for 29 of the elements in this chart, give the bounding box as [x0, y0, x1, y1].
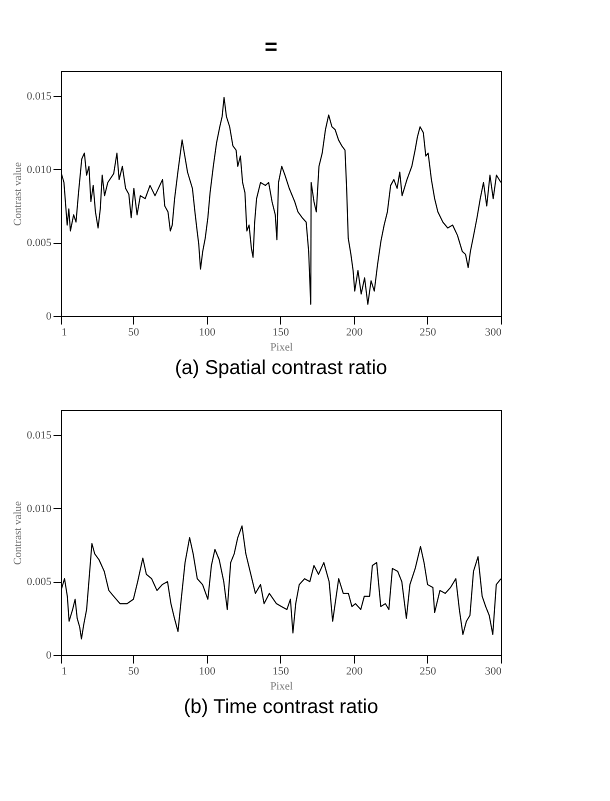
x-axis-title: Pixel	[270, 680, 293, 692]
y-tick-label: 0.010	[26, 502, 52, 515]
x-tick-label: 250	[420, 666, 437, 678]
x-tick-label: 250	[420, 326, 437, 338]
y-tick-label: 0.015	[26, 90, 52, 102]
text: (a) Spatial contrast ratio	[174, 357, 388, 379]
x-tick-label: 50	[128, 666, 140, 678]
x-tick-label: 50	[128, 326, 140, 338]
text: (b) Time contrast ratio	[184, 696, 378, 718]
y-tick-label: 0.010	[26, 164, 52, 176]
y-tick-label: 0	[46, 310, 52, 322]
y-tick-label: 0.005	[26, 237, 52, 250]
x-tick-label: 100	[198, 666, 216, 678]
y-axis-title: Contrast value	[12, 162, 24, 226]
x-axis-title: Pixel	[270, 342, 293, 354]
x-tick-label: 200	[346, 326, 364, 338]
x-tick-label: 300	[485, 666, 502, 678]
x-tick-label: 200	[346, 666, 364, 678]
y-tick-label: 0.015	[26, 429, 52, 442]
text: =	[264, 34, 278, 59]
x-tick-label: 1	[62, 326, 67, 338]
x-tick-label: 1	[62, 666, 67, 678]
y-tick-label: 0	[46, 650, 52, 662]
y-axis-title: Contrast value	[12, 500, 24, 565]
x-tick-label: 100	[198, 326, 216, 338]
y-tick-label: 0.005	[26, 576, 52, 588]
x-tick-label: 150	[272, 326, 290, 338]
x-tick-label: 300	[485, 326, 502, 338]
x-tick-label: 150	[272, 666, 290, 678]
